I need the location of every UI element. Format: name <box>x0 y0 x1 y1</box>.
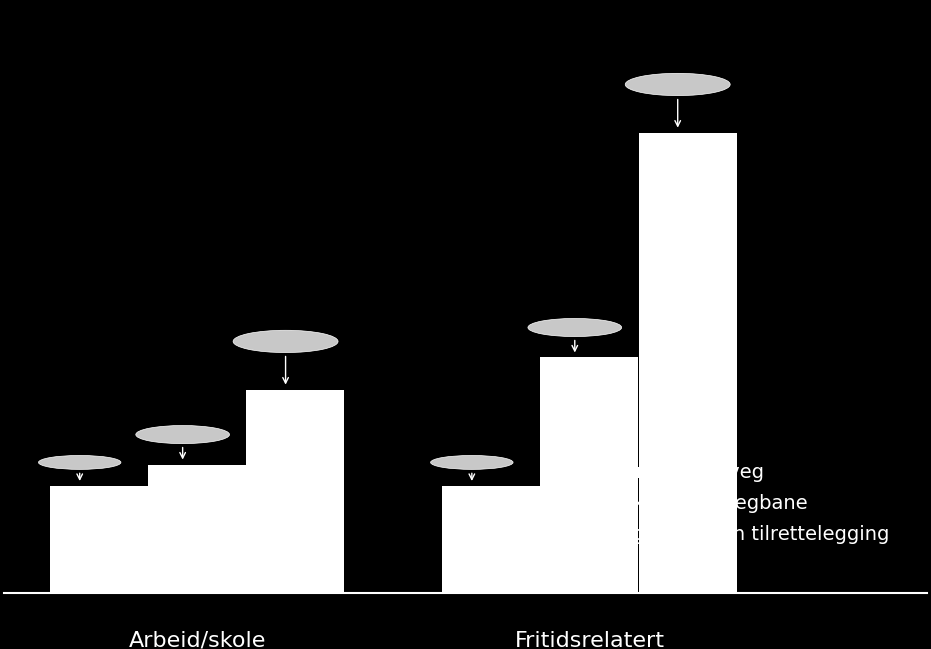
Bar <box>639 132 736 593</box>
Text: 1,0: 1,0 <box>89 499 125 519</box>
Legend: Gang/sykkelveg, Sykkelfelt i vegbane, Vegbane uten tilrettelegging: Gang/sykkelveg, Sykkelfelt i vegbane, Ve… <box>546 453 898 554</box>
Text: 1,9: 1,9 <box>295 402 331 422</box>
Text: 1,2: 1,2 <box>192 478 227 497</box>
Bar <box>148 465 247 593</box>
Bar <box>541 358 639 593</box>
Ellipse shape <box>233 330 338 352</box>
Ellipse shape <box>136 426 230 444</box>
Text: 1,0: 1,0 <box>481 499 517 519</box>
Bar <box>50 486 148 593</box>
Text: Arbeid/skole: Arbeid/skole <box>128 631 266 649</box>
Bar <box>442 486 541 593</box>
Bar <box>247 389 344 593</box>
Ellipse shape <box>626 73 730 95</box>
Text: Fritidsrelatert: Fritidsrelatert <box>515 631 665 649</box>
Ellipse shape <box>431 456 513 469</box>
Text: 2,2: 2,2 <box>584 371 619 390</box>
Ellipse shape <box>528 319 622 337</box>
Text: 4,3: 4,3 <box>687 145 722 165</box>
Ellipse shape <box>38 456 121 469</box>
